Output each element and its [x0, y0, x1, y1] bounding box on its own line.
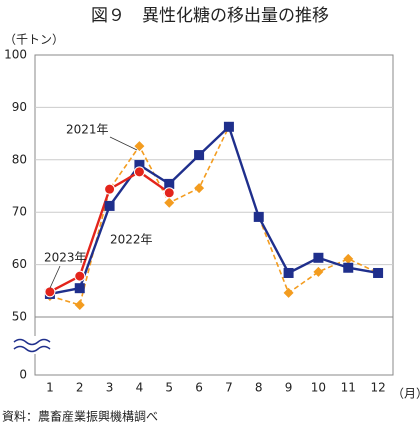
y-tick-label: 80: [12, 152, 27, 166]
point: [283, 287, 294, 298]
x-tick-label: 5: [165, 381, 173, 395]
series-annotation: 2021年: [66, 123, 109, 137]
annotation-leader: [109, 136, 138, 151]
point: [253, 211, 264, 222]
point: [133, 166, 145, 178]
point: [44, 286, 56, 298]
series-annotation: 2022年: [110, 233, 153, 247]
plot-frame: [34, 54, 394, 376]
chart-title: 図９ 異性化糖の移出量の推移: [91, 6, 329, 26]
x-axis-label: （月）: [392, 387, 420, 401]
point: [313, 252, 324, 263]
x-tick-label: 10: [311, 381, 326, 395]
x-tick-label: 12: [370, 381, 385, 395]
x-tick-label: 1: [46, 381, 54, 395]
x-tick-label: 4: [136, 381, 144, 395]
y-tick-label: 90: [12, 100, 27, 114]
annotation-leader: [49, 265, 61, 289]
point: [104, 183, 116, 195]
point: [343, 262, 354, 273]
series-line: [49, 124, 379, 296]
y-tick-label: 100: [4, 48, 27, 62]
point: [164, 178, 175, 189]
series-line: [49, 124, 379, 306]
point: [194, 150, 205, 161]
x-tick-label: 6: [195, 381, 203, 395]
point: [373, 267, 384, 278]
point: [223, 121, 234, 132]
point: [194, 183, 205, 194]
y-tick-label: 60: [12, 257, 27, 271]
point: [74, 270, 86, 282]
y-tick-label: 50: [12, 310, 27, 324]
y-tick-label: 0: [19, 368, 27, 382]
point: [164, 197, 175, 208]
x-tick-label: 3: [106, 381, 114, 395]
x-tick-label: 11: [341, 381, 356, 395]
y-axis-label: （千トン）: [4, 33, 64, 47]
x-tick-label: 9: [285, 381, 293, 395]
x-tick-label: 2: [76, 381, 84, 395]
axis-break: [13, 336, 51, 354]
point: [104, 200, 115, 211]
point: [343, 253, 354, 264]
point: [134, 160, 145, 171]
point: [163, 187, 175, 199]
point: [74, 299, 85, 310]
x-tick-label: 8: [255, 381, 263, 395]
x-tick-label: 7: [225, 381, 233, 395]
point: [313, 266, 324, 277]
point: [283, 267, 294, 278]
point: [74, 283, 85, 294]
point: [134, 141, 145, 152]
source: 資料：農畜産業振興機構調べ: [2, 409, 158, 424]
series-annotation: 2023年: [44, 251, 87, 265]
y-tick-label: 70: [12, 205, 27, 219]
